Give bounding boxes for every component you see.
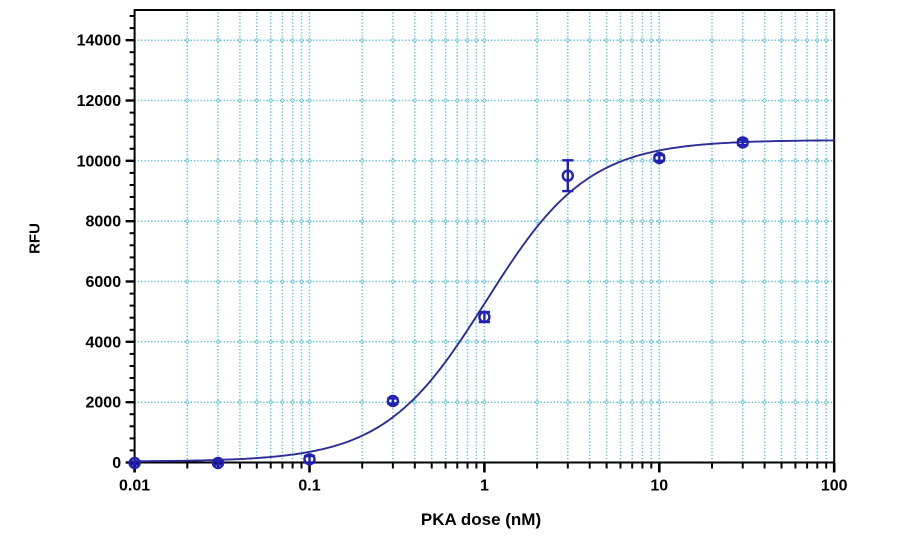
- svg-text:0: 0: [112, 455, 121, 472]
- svg-text:10: 10: [650, 478, 668, 495]
- svg-text:2000: 2000: [86, 395, 122, 412]
- svg-text:14000: 14000: [77, 33, 122, 50]
- svg-text:PKA dose (nM): PKA dose (nM): [421, 510, 541, 529]
- svg-text:0.1: 0.1: [298, 478, 320, 495]
- svg-text:4000: 4000: [86, 334, 122, 351]
- svg-text:12000: 12000: [77, 93, 122, 110]
- svg-text:RFU: RFU: [27, 223, 44, 254]
- svg-text:100: 100: [821, 478, 848, 495]
- svg-text:1: 1: [480, 478, 489, 495]
- svg-text:6000: 6000: [86, 274, 122, 291]
- svg-text:10000: 10000: [77, 153, 122, 170]
- svg-text:0.01: 0.01: [119, 478, 150, 495]
- svg-text:8000: 8000: [86, 214, 122, 231]
